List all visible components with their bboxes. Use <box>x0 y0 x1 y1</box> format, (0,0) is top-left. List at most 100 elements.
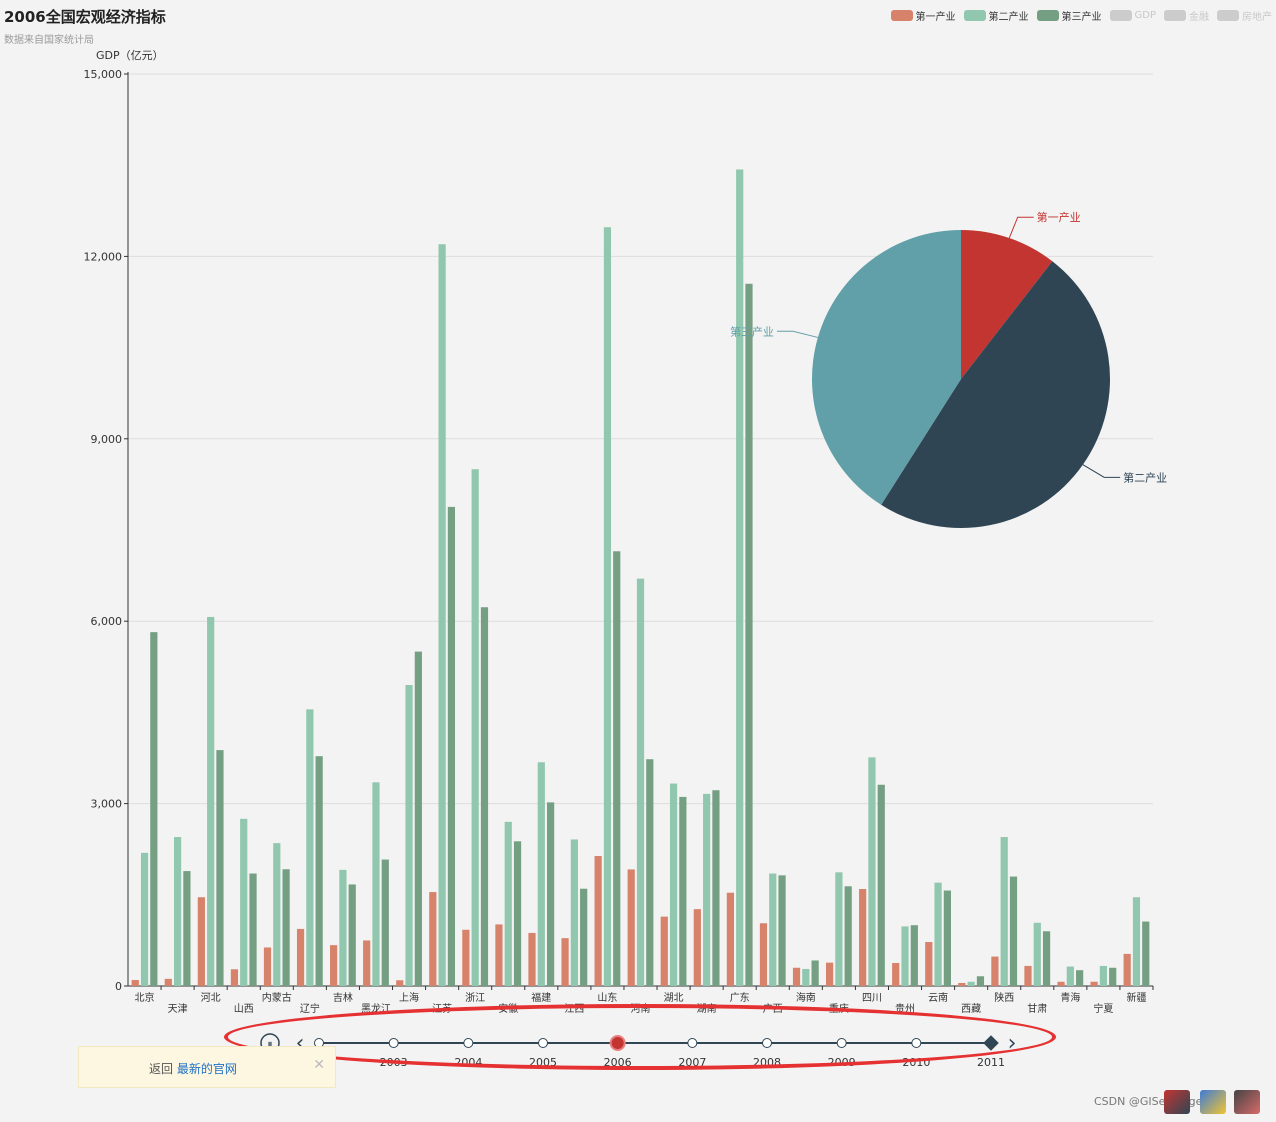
bar[interactable] <box>1142 921 1150 986</box>
bar[interactable] <box>943 890 951 986</box>
bar[interactable] <box>363 940 371 986</box>
bar[interactable] <box>679 796 687 986</box>
bar[interactable] <box>1000 837 1008 986</box>
legend-item[interactable]: 第二产业 <box>963 8 1029 23</box>
bar[interactable] <box>859 889 867 986</box>
bar[interactable] <box>844 886 852 986</box>
bar[interactable] <box>547 802 555 986</box>
bar[interactable] <box>1033 922 1041 986</box>
timeline-year-label[interactable]: 2003 <box>380 1056 408 1069</box>
close-icon[interactable]: ✕ <box>313 1057 325 1073</box>
bar[interactable] <box>958 982 966 986</box>
timeline-year-label[interactable]: 2010 <box>902 1056 930 1069</box>
bar[interactable] <box>513 841 522 986</box>
bar[interactable] <box>892 963 900 986</box>
timeline-year-label[interactable]: 2007 <box>678 1056 706 1069</box>
bar[interactable] <box>802 968 810 986</box>
bar[interactable] <box>1090 981 1098 986</box>
bar[interactable] <box>660 916 668 986</box>
prev-arrow-icon[interactable]: ‹ <box>296 1031 305 1056</box>
timeline-marker[interactable] <box>911 1038 922 1048</box>
bar[interactable] <box>1099 965 1108 986</box>
bar[interactable] <box>381 859 389 986</box>
bar[interactable] <box>925 942 933 986</box>
bar[interactable] <box>603 227 612 986</box>
bar[interactable] <box>1132 897 1141 986</box>
bar[interactable] <box>150 632 158 986</box>
bar[interactable] <box>580 888 588 986</box>
bar[interactable] <box>207 616 215 986</box>
bar[interactable] <box>759 923 768 986</box>
bar[interactable] <box>164 978 172 986</box>
bar[interactable] <box>173 837 182 986</box>
bar[interactable] <box>769 873 777 986</box>
bar[interactable] <box>306 709 314 986</box>
bar[interactable] <box>1123 953 1131 986</box>
bar[interactable] <box>1066 966 1074 986</box>
bar[interactable] <box>1009 876 1018 986</box>
bar[interactable] <box>967 981 975 986</box>
bar[interactable] <box>462 929 470 986</box>
bar[interactable] <box>296 928 305 986</box>
bar[interactable] <box>712 790 720 986</box>
bar[interactable] <box>1057 981 1065 986</box>
bar[interactable] <box>495 924 503 986</box>
bar[interactable] <box>471 469 479 986</box>
timeline-year-label[interactable]: 2006 <box>604 1056 632 1069</box>
bar[interactable] <box>537 762 545 986</box>
timeline-year-label[interactable]: 2011 <box>977 1056 1005 1069</box>
bar[interactable] <box>429 892 437 986</box>
bar[interactable] <box>646 759 654 986</box>
bar[interactable] <box>636 578 645 986</box>
bar[interactable] <box>811 960 819 986</box>
bar[interactable] <box>438 244 446 987</box>
bar[interactable] <box>263 947 272 986</box>
timeline-year-label[interactable]: 2004 <box>454 1056 482 1069</box>
bar[interactable] <box>330 945 338 986</box>
pause-icon[interactable]: ⏸ <box>268 1039 273 1050</box>
bar[interactable] <box>570 839 578 986</box>
timeline-year-label[interactable]: 2009 <box>828 1056 856 1069</box>
timeline-marker[interactable] <box>687 1038 698 1048</box>
timeline-marker[interactable] <box>983 1035 999 1051</box>
timeline-marker[interactable] <box>388 1038 399 1048</box>
bar[interactable] <box>405 685 413 986</box>
bar[interactable] <box>273 843 281 986</box>
bar[interactable] <box>315 756 323 986</box>
bar[interactable] <box>348 884 356 986</box>
bar[interactable] <box>396 980 404 986</box>
timeline-marker[interactable] <box>538 1038 548 1048</box>
bar[interactable] <box>627 869 635 986</box>
legend-item[interactable]: 第三产业 <box>1036 8 1102 23</box>
pie-slice[interactable] <box>881 261 1110 529</box>
bar[interactable] <box>991 956 999 986</box>
bar[interactable] <box>372 782 380 986</box>
bar[interactable] <box>792 967 801 986</box>
timeline-marker[interactable] <box>836 1038 847 1048</box>
bar[interactable] <box>1042 931 1051 986</box>
bar[interactable] <box>414 651 422 986</box>
bar[interactable] <box>877 784 885 986</box>
legend-item[interactable]: 金融 <box>1164 8 1209 23</box>
legend-item[interactable]: 房地产 <box>1217 8 1272 23</box>
bar[interactable] <box>835 872 843 986</box>
bar[interactable] <box>745 283 753 986</box>
bar[interactable] <box>934 882 942 986</box>
bar[interactable] <box>594 856 602 986</box>
timeline-year-label[interactable]: 2005 <box>529 1056 557 1069</box>
legend-item[interactable]: GDP <box>1109 8 1156 23</box>
legend-item[interactable]: 第一产业 <box>890 8 956 23</box>
bar[interactable] <box>726 892 734 986</box>
bar[interactable] <box>183 871 191 986</box>
bar[interactable] <box>901 926 909 986</box>
bar[interactable] <box>1109 967 1117 986</box>
bar[interactable] <box>282 869 290 986</box>
bar[interactable] <box>197 897 205 986</box>
bar[interactable] <box>230 969 239 986</box>
bar[interactable] <box>703 793 711 986</box>
bar[interactable] <box>140 852 149 986</box>
bar[interactable] <box>216 750 224 986</box>
bar[interactable] <box>528 932 536 986</box>
bar[interactable] <box>910 925 918 986</box>
bar[interactable] <box>868 757 876 986</box>
